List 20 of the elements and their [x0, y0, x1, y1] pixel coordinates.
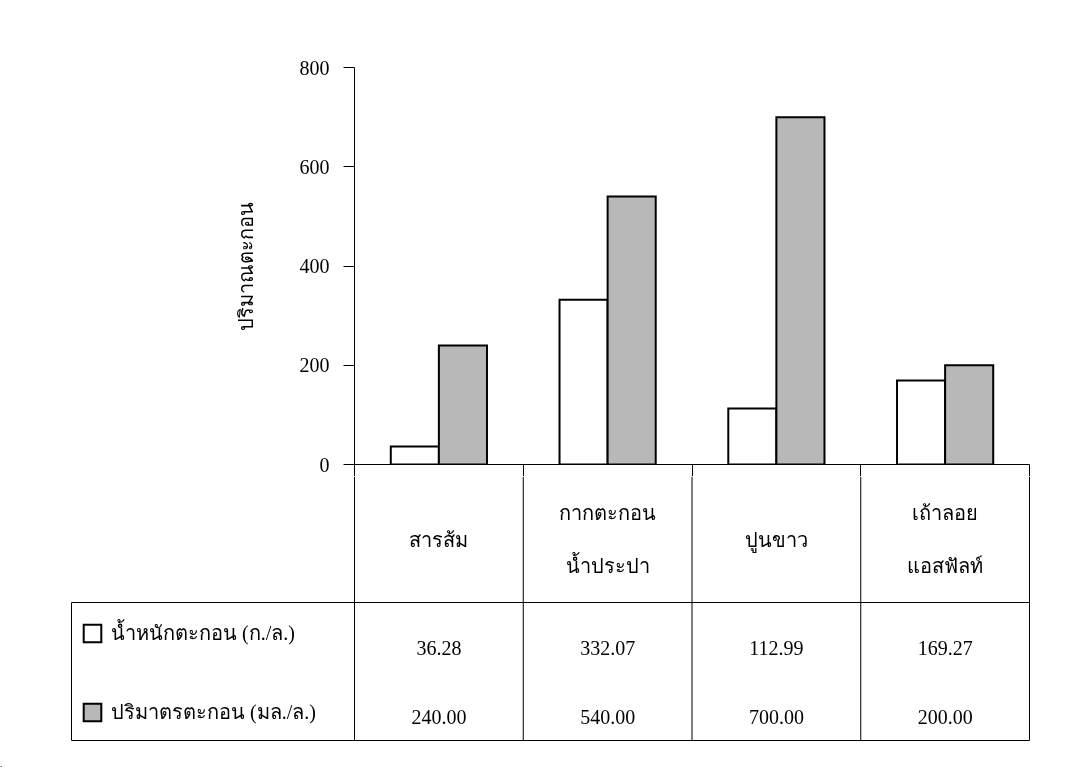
y-tick-label: 0 [319, 453, 330, 476]
data-label: 169.27 [917, 637, 973, 659]
y-tick-label: 600 [299, 155, 330, 178]
data-label: 240.00 [411, 706, 467, 728]
legend-label: น้ำหนักตะกอน (ก./ล.) [111, 618, 295, 647]
y-axis-title: ปริมาณตะกอน [234, 201, 257, 331]
x-tick-label: ปูนขาว [744, 528, 808, 553]
y-tick-label: 400 [299, 255, 330, 277]
category-label: เถ้าลอย แอสฟัลท์ [907, 502, 984, 577]
y-tick-label: 800 [299, 56, 330, 79]
legend-label: ปริมาตรตะกอน (มล./ล.) [111, 699, 316, 726]
y-tick-label: 200 [299, 354, 330, 377]
data-label: 332.07 [580, 637, 636, 659]
category-label: กากตะกอน น้ำประปา [559, 502, 657, 577]
data-label: 700.00 [748, 706, 804, 728]
data-label: 540.00 [580, 706, 636, 728]
x-tick-label: สารส้ม [409, 528, 469, 551]
data-label: 200.00 [917, 706, 973, 728]
data-label: 112.99 [749, 637, 804, 659]
data-label: 36.28 [416, 637, 462, 659]
